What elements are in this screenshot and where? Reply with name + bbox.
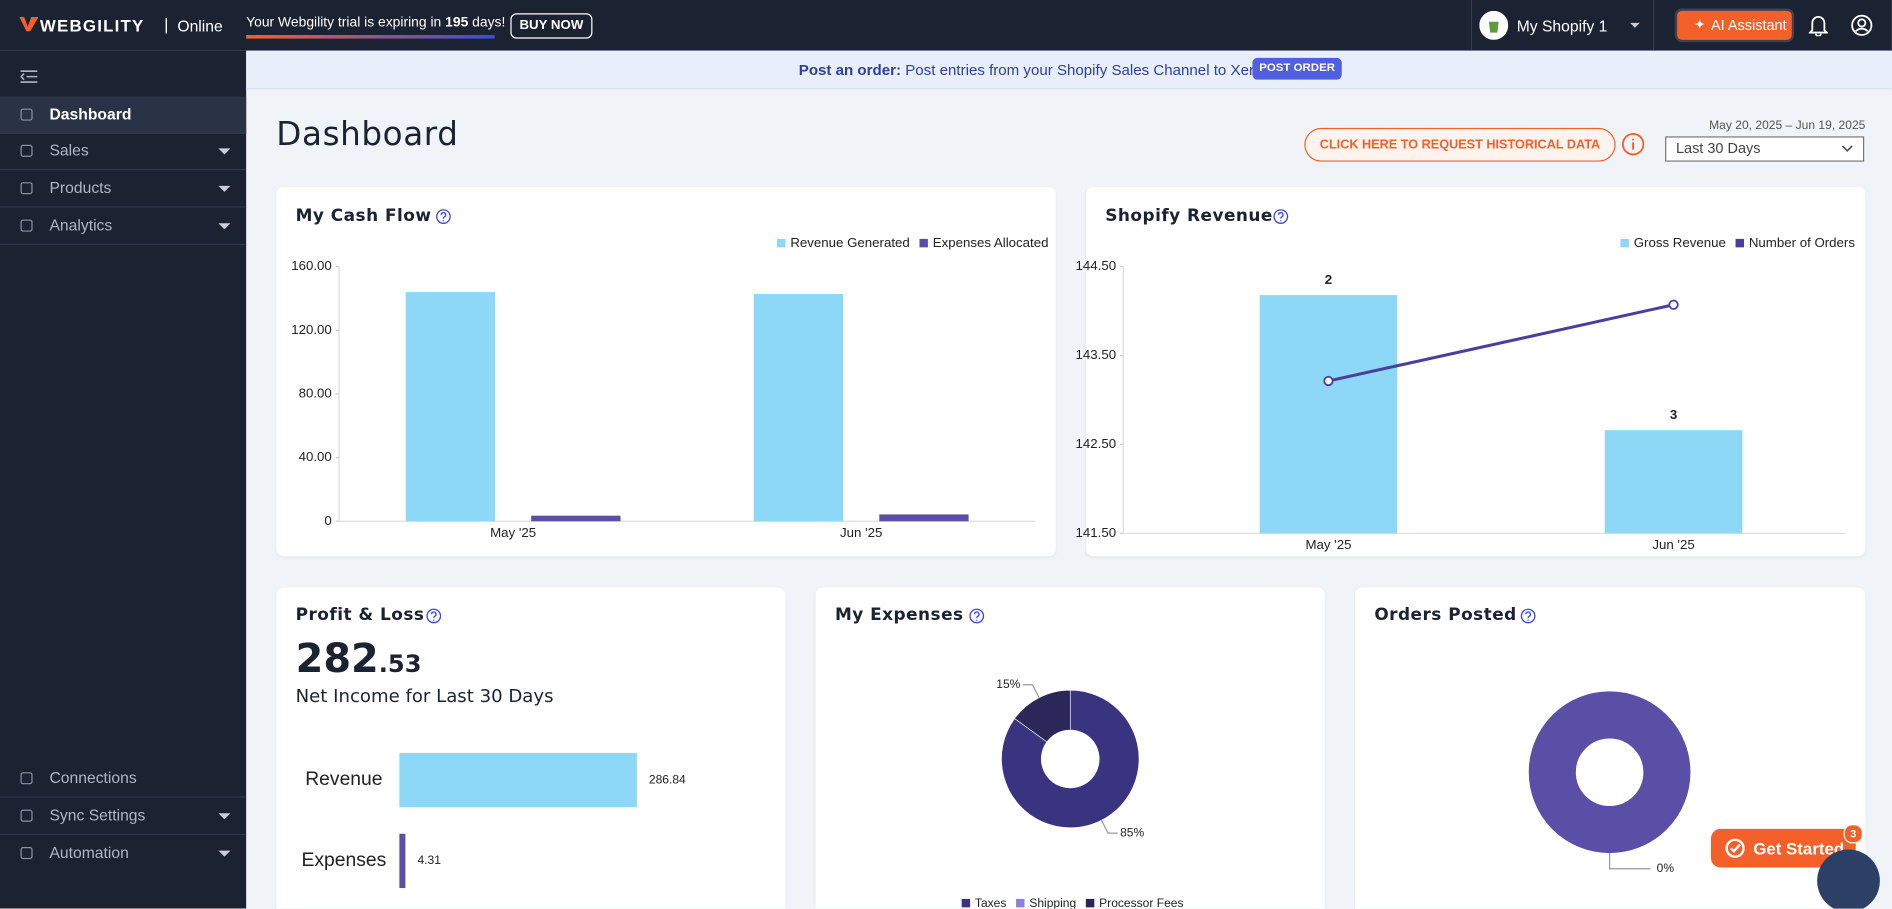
- nav-item[interactable]: Analytics: [0, 208, 247, 245]
- banner-message: Post an order: Post entries from your Sh…: [799, 62, 1267, 79]
- nav-caret: [218, 850, 231, 857]
- sparkle-icon: ✦: [1694, 18, 1706, 33]
- nav-icon: [20, 144, 33, 157]
- help-icon[interactable]: [969, 608, 985, 624]
- period-select[interactable]: Last 30 Days: [1665, 136, 1865, 162]
- nav-item[interactable]: Sales: [0, 133, 247, 171]
- nav-caret: [218, 813, 231, 820]
- profit-loss-card: [276, 587, 786, 909]
- period-label: Last 30 Days: [1675, 139, 1761, 157]
- banner-label: Post an order:: [798, 61, 902, 79]
- nav-label: Sync Settings: [49, 806, 146, 825]
- nav-caret: [218, 223, 231, 230]
- nav-label: Dashboard: [49, 104, 132, 124]
- trial-notice: Your Webgility trial is expiring in 195 …: [246, 16, 505, 30]
- card-title: Orders Posted: [1374, 605, 1517, 626]
- trial-suffix: days!: [472, 15, 506, 31]
- collapse-icon[interactable]: [20, 70, 38, 83]
- ai-label: AI Assistant: [1710, 16, 1787, 34]
- store-caret: [1630, 22, 1640, 28]
- store-name: My Shopify 1: [1516, 16, 1608, 35]
- ai-assistant-button[interactable]: ✦ AI Assistant: [1677, 10, 1792, 40]
- trial-text: Your Webgility trial is expiring in: [246, 15, 442, 31]
- bell-icon[interactable]: [1808, 14, 1828, 37]
- net-income-whole: 282: [295, 634, 379, 682]
- buy-now-button[interactable]: BUY NOW: [510, 13, 593, 39]
- banner: Post an order: Post entries from your Sh…: [246, 50, 1892, 90]
- logo-icon: [19, 16, 39, 32]
- nav-item[interactable]: Dashboard: [0, 96, 247, 134]
- nav-label: Connections: [49, 768, 137, 787]
- date-range: May 20, 2025 – Jun 19, 2025: [1709, 119, 1866, 133]
- nav-item[interactable]: Connections: [0, 760, 247, 798]
- shopify-revenue-card: [1085, 187, 1866, 557]
- brand: WEBGILITY: [39, 15, 145, 35]
- nav-icon: [20, 772, 33, 785]
- user-icon[interactable]: [1851, 14, 1873, 36]
- get-started-label: Get Started: [1753, 838, 1845, 858]
- cash-flow-card: [276, 187, 1056, 557]
- nav-caret: [218, 185, 231, 192]
- notification-badge: 3: [1843, 824, 1863, 844]
- card-title: Profit & Loss: [295, 605, 425, 626]
- top-bar: WEBGILITY | Online Your Webgility trial …: [0, 0, 1892, 51]
- nav-item[interactable]: Products: [0, 170, 247, 208]
- nav-item[interactable]: Automation: [0, 835, 246, 871]
- help-icon[interactable]: [1520, 608, 1536, 624]
- net-income-cents: .53: [378, 649, 422, 679]
- net-income: 282.53: [296, 635, 422, 682]
- nav-icon: [20, 847, 33, 860]
- page-title: Dashboard: [276, 115, 459, 154]
- nav-label: Products: [49, 178, 112, 197]
- help-icon[interactable]: [436, 209, 452, 225]
- nav-icon: [20, 809, 33, 822]
- nav-icon: [20, 219, 33, 232]
- nav-caret: [218, 148, 231, 155]
- net-income-caption: Net Income for Last 30 Days: [295, 685, 554, 708]
- expenses-card: [815, 587, 1325, 909]
- edition: Online: [177, 16, 223, 35]
- trial-days: 195: [445, 15, 469, 31]
- separator: |: [164, 14, 169, 34]
- nav-icon: [20, 108, 33, 121]
- banner-text: Post entries from your Shopify Sales Cha…: [905, 61, 1267, 79]
- help-icon[interactable]: [1273, 209, 1289, 225]
- store-selector[interactable]: My Shopify 1: [1470, 0, 1655, 51]
- help-icon[interactable]: [426, 608, 442, 624]
- nav-label: Sales: [49, 141, 89, 160]
- historical-data-button[interactable]: CLICK HERE TO REQUEST HISTORICAL DATA: [1304, 127, 1616, 162]
- card-title: My Expenses: [834, 605, 964, 626]
- nav-label: Analytics: [49, 215, 113, 235]
- card-title: Shopify Revenue: [1105, 206, 1273, 226]
- trial-bar: [246, 34, 495, 39]
- post-order-button[interactable]: POST ORDER: [1252, 57, 1342, 80]
- store-icon: [1479, 10, 1509, 40]
- chat-launcher[interactable]: [1817, 849, 1880, 909]
- check-icon: [1725, 838, 1745, 858]
- nav-item[interactable]: Sync Settings: [0, 798, 247, 835]
- info-icon[interactable]: [1621, 133, 1645, 156]
- sidebar: Dashboard Sales Products Analytics Conne…: [0, 50, 247, 909]
- nav-label: Automation: [49, 843, 129, 862]
- card-title: My Cash Flow: [295, 206, 432, 226]
- nav-icon: [20, 182, 33, 195]
- select-caret: [1841, 145, 1853, 152]
